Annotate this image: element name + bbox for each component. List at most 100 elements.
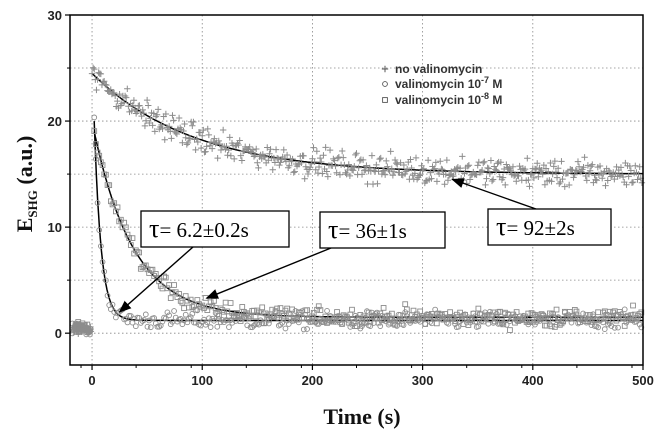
data-point <box>534 160 541 167</box>
y-axis-title-main: E <box>12 218 37 233</box>
data-point <box>183 141 191 148</box>
data-point <box>362 166 369 174</box>
data-point <box>601 326 608 332</box>
data-point <box>261 153 269 160</box>
data-point <box>374 309 380 316</box>
data-point <box>301 175 308 182</box>
data-point <box>94 149 101 156</box>
data-point <box>635 315 641 322</box>
data-point <box>237 152 244 159</box>
data-point <box>124 85 131 92</box>
data-point <box>450 313 457 320</box>
data-point <box>161 273 167 280</box>
data-point <box>605 321 611 328</box>
data-point <box>270 313 277 320</box>
data-point <box>236 137 243 144</box>
data-point <box>617 164 625 171</box>
data-point <box>374 180 381 187</box>
data-point <box>565 181 573 189</box>
data-point <box>452 321 458 327</box>
data-point <box>203 143 210 150</box>
data-point <box>483 175 490 182</box>
data-point <box>390 168 398 175</box>
data-point <box>289 306 295 313</box>
data-point <box>475 305 482 312</box>
data-point <box>585 318 591 324</box>
data-point <box>574 158 582 165</box>
data-point <box>463 319 470 326</box>
data-point <box>495 309 502 316</box>
data-point <box>333 169 340 176</box>
data-point <box>475 323 482 330</box>
data-point <box>542 322 548 329</box>
data-point <box>304 326 310 332</box>
data-point <box>145 102 152 109</box>
data-point <box>91 128 98 134</box>
data-point <box>265 320 272 327</box>
data-point <box>488 312 495 318</box>
data-point <box>146 119 153 127</box>
data-point <box>75 327 83 334</box>
data-point <box>96 152 103 159</box>
data-point <box>499 174 507 181</box>
data-point <box>537 318 543 324</box>
data-point <box>281 155 289 162</box>
data-point <box>227 300 234 306</box>
data-point <box>389 310 395 317</box>
data-point <box>249 308 256 314</box>
annotation-box <box>487 208 612 246</box>
data-point <box>101 268 108 275</box>
data-point <box>425 311 432 318</box>
data-point <box>635 312 641 319</box>
data-point <box>168 135 175 142</box>
data-point <box>109 201 116 208</box>
data-point <box>124 231 131 238</box>
data-point <box>365 309 372 316</box>
data-point <box>152 271 159 277</box>
data-point <box>415 317 422 324</box>
data-point <box>323 168 330 175</box>
data-point <box>427 319 433 325</box>
data-point <box>502 310 508 317</box>
data-point <box>196 129 204 136</box>
data-point <box>111 92 119 99</box>
data-point <box>93 141 99 147</box>
data-point <box>394 323 400 329</box>
data-point <box>561 183 568 190</box>
data-point <box>478 317 485 324</box>
data-point <box>172 129 179 136</box>
annotation-arrow <box>205 247 332 299</box>
data-point <box>581 314 588 321</box>
data-point <box>211 297 217 304</box>
data-point <box>486 170 494 177</box>
data-point <box>290 317 297 324</box>
data-point <box>223 143 230 150</box>
data-point <box>422 321 429 327</box>
data-point <box>545 316 552 323</box>
x-tick-label: 200 <box>302 373 324 388</box>
data-point <box>197 303 204 310</box>
annotation-label: τ= 92±2s <box>496 212 575 241</box>
data-point <box>184 139 192 147</box>
data-point <box>187 314 194 320</box>
data-point <box>300 152 307 160</box>
data-point <box>219 126 227 134</box>
data-point <box>309 318 315 325</box>
data-point <box>158 121 165 129</box>
data-point <box>154 323 161 330</box>
data-point <box>497 320 503 327</box>
data-point <box>515 172 522 180</box>
annotation-label: τ= 6.2±0.2s <box>149 214 249 243</box>
data-point <box>623 181 630 188</box>
data-point <box>151 128 159 135</box>
data-point <box>566 316 573 322</box>
data-point <box>91 114 98 121</box>
data-point <box>507 167 514 175</box>
data-point <box>316 154 324 162</box>
data-point <box>516 162 523 170</box>
data-point <box>549 170 556 178</box>
data-point <box>447 316 453 323</box>
data-point <box>161 136 168 143</box>
data-point <box>241 309 247 315</box>
plot-frame <box>69 14 644 366</box>
